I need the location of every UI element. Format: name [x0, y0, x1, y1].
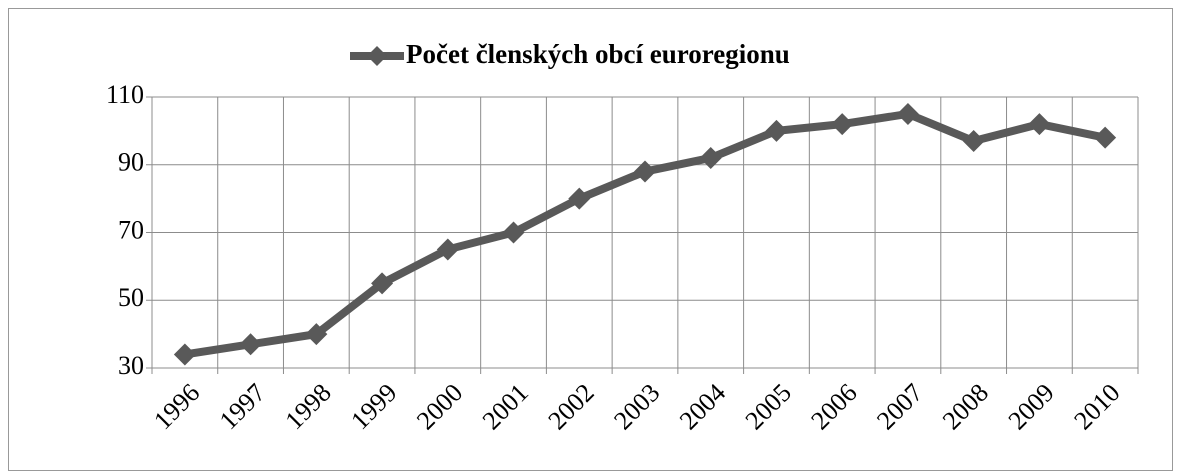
- data-point: [634, 160, 656, 183]
- y-tick-label: 30: [118, 351, 144, 380]
- legend-marker: [367, 46, 387, 66]
- legend-label: Počet členských obcí euroregionu: [406, 39, 790, 69]
- data-point: [239, 333, 262, 356]
- data-point: [831, 113, 854, 136]
- data-point: [765, 119, 788, 142]
- data-point: [1028, 113, 1051, 136]
- data-point: [305, 323, 328, 346]
- legend: Počet členských obcí euroregionu: [350, 39, 790, 69]
- data-point: [173, 343, 196, 366]
- data-point: [371, 272, 394, 295]
- data-point: [502, 221, 525, 244]
- data-point: [896, 102, 919, 125]
- y-tick-label: 90: [118, 148, 144, 177]
- y-tick-label: 110: [106, 80, 144, 109]
- data-point: [962, 130, 985, 153]
- chart-border: [8, 8, 1173, 471]
- data-point: [1094, 126, 1117, 149]
- y-tick-label: 70: [118, 215, 144, 244]
- data-point: [436, 238, 459, 261]
- data-point: [699, 146, 722, 169]
- data-point: [568, 187, 591, 210]
- y-tick-label: 50: [118, 283, 144, 312]
